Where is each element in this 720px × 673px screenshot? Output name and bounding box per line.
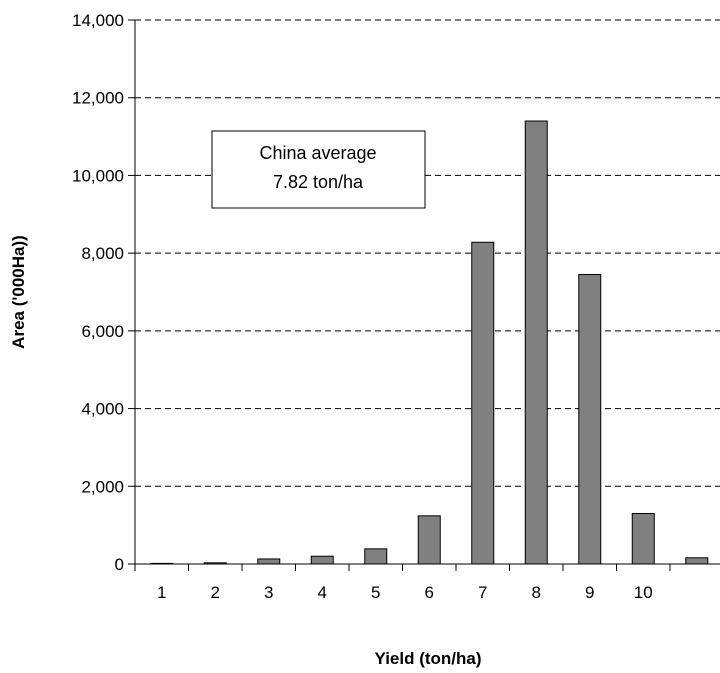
y-tick-label: 14,000 bbox=[72, 11, 124, 30]
y-axis-title: Area ('000Ha)) bbox=[9, 235, 28, 349]
annotation-line-2: 7.82 ton/ha bbox=[273, 172, 364, 192]
annotation-line-1: China average bbox=[259, 143, 376, 163]
x-tick-label: 3 bbox=[264, 583, 273, 602]
bar bbox=[578, 274, 602, 565]
x-ticks: 1 2 3 4 5 6 7 8 9 10 bbox=[134, 564, 671, 602]
y-tick-label: 6,000 bbox=[81, 322, 124, 341]
gridlines bbox=[135, 19, 720, 487]
y-tick-label: 4,000 bbox=[81, 400, 124, 419]
x-tick-label: 7 bbox=[478, 583, 487, 602]
y-tick-label: 0 bbox=[115, 555, 124, 574]
y-ticks: 0 2,000 4,000 6,000 8,000 10,000 12,000 14,000 bbox=[72, 11, 135, 574]
bar bbox=[310, 555, 334, 565]
annotation-box: China average 7.82 ton/ha bbox=[211, 130, 426, 209]
x-tick-label: 1 bbox=[157, 583, 166, 602]
x-tick-label: 5 bbox=[371, 583, 380, 602]
bar bbox=[417, 515, 441, 565]
bar bbox=[524, 120, 548, 565]
bar bbox=[631, 512, 655, 565]
y-tick-label: 12,000 bbox=[72, 89, 124, 108]
bars bbox=[150, 120, 709, 565]
x-tick-label: 2 bbox=[211, 583, 220, 602]
y-tick-label: 8,000 bbox=[81, 244, 124, 263]
bar bbox=[364, 548, 388, 565]
y-tick-label: 2,000 bbox=[81, 477, 124, 496]
bar bbox=[471, 241, 495, 565]
x-tick-label: 8 bbox=[532, 583, 541, 602]
x-tick-label: 9 bbox=[585, 583, 594, 602]
x-tick-label: 4 bbox=[318, 583, 327, 602]
bar bbox=[685, 557, 709, 565]
x-tick-label: 6 bbox=[425, 583, 434, 602]
bar bbox=[257, 558, 281, 565]
x-tick-label: 10 bbox=[634, 583, 653, 602]
axes bbox=[134, 20, 720, 565]
y-tick-label: 10,000 bbox=[72, 166, 124, 185]
annotation-frame bbox=[211, 130, 426, 209]
x-axis-title: Yield (ton/ha) bbox=[374, 649, 481, 668]
